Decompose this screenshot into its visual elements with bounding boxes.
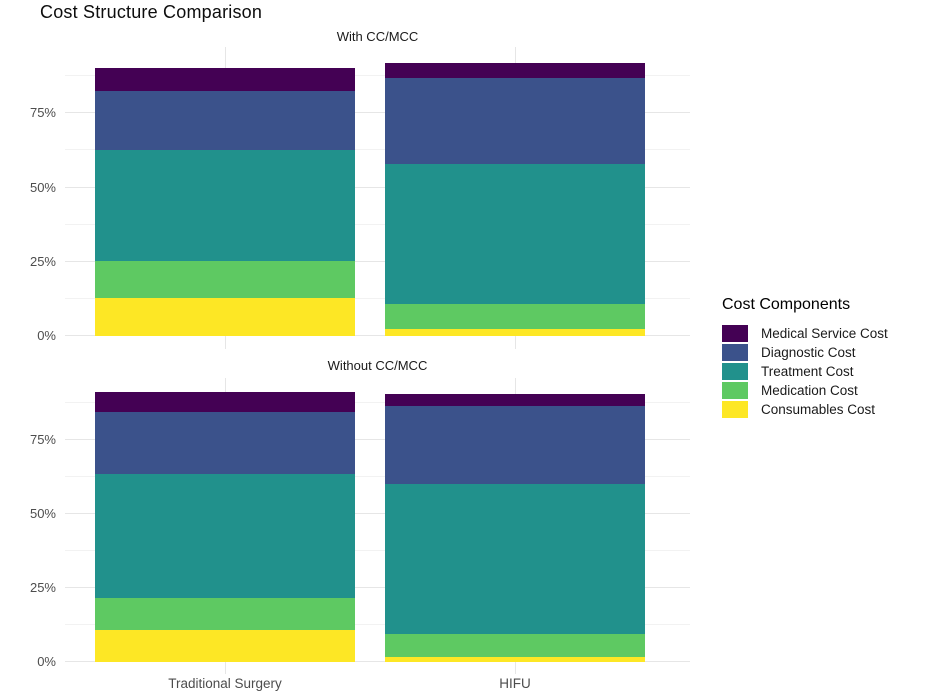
stacked-bar-hifu: [385, 378, 645, 674]
legend-title: Cost Components: [722, 296, 851, 313]
gridline-major-y: [65, 335, 690, 336]
gridline-major-y: [65, 660, 690, 662]
bar-segment: [95, 473, 355, 599]
gridline-minor-y: [65, 623, 690, 625]
bar-segment: [95, 391, 355, 412]
panel-without-ccmcc: [65, 378, 690, 674]
gridline-minor-y: [65, 223, 690, 225]
y-tick-label: 25%: [29, 253, 56, 269]
bar-segment: [385, 393, 645, 407]
bar-segment: [385, 328, 645, 336]
stacked-bar-hifu: [385, 47, 645, 349]
gridline-major-y: [65, 586, 690, 588]
legend-label: Medication Cost: [761, 383, 858, 398]
gridline-minor-y: [65, 75, 690, 77]
bar-segment: [385, 406, 645, 484]
bar-segment: [95, 297, 355, 336]
legend-swatch: [722, 401, 748, 418]
gridline-minor-y: [65, 297, 690, 299]
y-tick-label: 75%: [29, 105, 56, 121]
y-tick-label: 75%: [29, 432, 56, 448]
bar-segment: [385, 634, 645, 657]
bar-segment: [95, 411, 355, 474]
y-tick-label: 25%: [29, 579, 56, 595]
facet-strip-with-ccmcc: With CC/MCC: [336, 29, 419, 44]
x-tick-label: HIFU: [499, 676, 531, 691]
facet-strip-without-ccmcc: Without CC/MCC: [327, 358, 428, 373]
legend-label: Medical Service Cost: [761, 326, 888, 341]
y-tick-label: 50%: [29, 179, 56, 195]
chart-title: Cost Structure Comparison: [40, 2, 263, 22]
y-tick-label: 0%: [37, 328, 56, 343]
bar-segment: [95, 67, 355, 91]
legend-swatch: [722, 325, 748, 342]
legend-item: Medication Cost: [708, 381, 933, 400]
legend-items: Medical Service Cost Diagnostic Cost Treat…: [708, 324, 933, 419]
gridline-major-y: [65, 439, 690, 441]
legend-swatch: [722, 382, 748, 399]
stacked-bar-traditional-surgery: [95, 47, 355, 349]
bar-segment: [385, 164, 645, 305]
bar-segment: [95, 260, 355, 298]
gridline-major-y: [65, 186, 690, 188]
gridline-minor-y: [65, 476, 690, 478]
bar-segment: [385, 656, 645, 662]
bar-segment: [95, 149, 355, 261]
gridline-major-y: [65, 112, 690, 114]
legend-label: Diagnostic Cost: [761, 345, 856, 360]
gridline-major-y: [65, 513, 690, 514]
bar-segment: [385, 63, 645, 79]
bar-segment: [95, 90, 355, 150]
bar-segment: [385, 304, 645, 329]
y-tick-label: 50%: [29, 506, 56, 521]
gridline-major-y: [65, 260, 690, 262]
bar-segment: [385, 78, 645, 165]
stacked-bar-traditional-surgery: [95, 378, 355, 674]
gridline-minor-y: [65, 549, 690, 551]
legend-item: Diagnostic Cost: [708, 343, 933, 362]
y-tick-label: 0%: [37, 653, 56, 669]
legend-swatch: [722, 363, 748, 380]
bar-segment: [385, 483, 645, 635]
bar-segment: [95, 629, 355, 662]
legend-label: Treatment Cost: [761, 364, 854, 379]
gridline-minor-y: [65, 149, 690, 151]
legend-swatch: [722, 344, 748, 361]
legend-item: Treatment Cost: [708, 362, 933, 381]
gridline-minor-y: [65, 402, 690, 404]
panel-with-ccmcc: [65, 47, 690, 349]
legend-item: Consumables Cost: [708, 400, 933, 419]
bar-segment: [95, 598, 355, 630]
legend: Cost Components Medical Service Cost Diag…: [708, 296, 933, 419]
legend-item: Medical Service Cost: [708, 324, 933, 343]
legend-label: Consumables Cost: [761, 402, 876, 417]
x-tick-label: Traditional Surgery: [168, 676, 282, 691]
